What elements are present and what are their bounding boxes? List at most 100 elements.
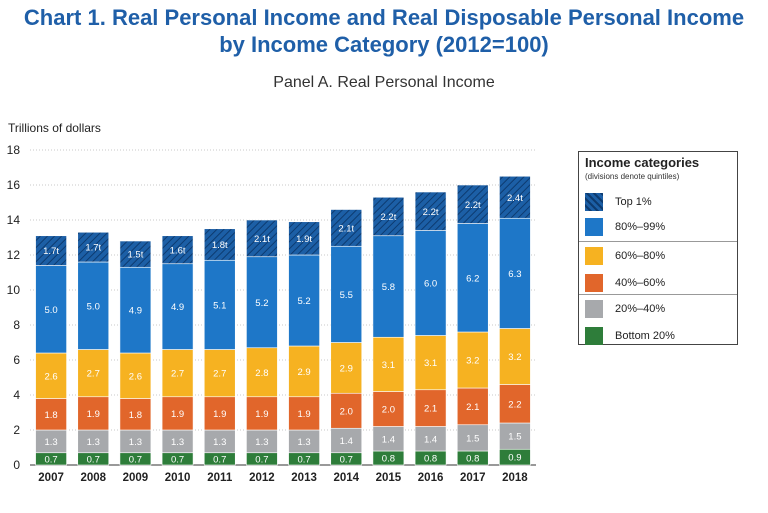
bar-segment bbox=[119, 398, 152, 431]
bar-segment bbox=[161, 235, 194, 265]
bar-segment bbox=[161, 396, 194, 431]
bar-value-label: 1.5 bbox=[508, 432, 521, 443]
bar-value-label: 1.3 bbox=[44, 437, 57, 448]
y-tick-label: 10 bbox=[7, 283, 21, 297]
x-tick-label: 2010 bbox=[165, 472, 191, 484]
bar-value-label: 1.8t bbox=[212, 240, 228, 251]
bar-segment bbox=[414, 335, 447, 391]
bar-value-label: 2.1 bbox=[424, 404, 437, 415]
legend-title: Income categories bbox=[585, 155, 700, 170]
bar-value-label: 3.2 bbox=[466, 356, 479, 367]
bar-value-label: 4.9 bbox=[171, 302, 184, 313]
bar-segment bbox=[35, 352, 67, 399]
bar-segment bbox=[499, 217, 531, 329]
bar-segment bbox=[288, 221, 320, 256]
bar-value-label: 2.8 bbox=[255, 368, 268, 379]
y-axis-label: Trillions of dollars bbox=[8, 121, 101, 135]
bar-value-label: 1.9 bbox=[171, 409, 184, 420]
bar-segment bbox=[499, 384, 531, 424]
bar-value-label: 3.1 bbox=[382, 360, 395, 371]
bar-value-label: 2.6 bbox=[44, 371, 57, 382]
bar-value-label: 5.0 bbox=[87, 301, 100, 312]
bar-value-label: 6.2 bbox=[466, 273, 479, 284]
bar-value-label: 3.1 bbox=[424, 358, 437, 369]
bar-segment bbox=[203, 259, 236, 350]
bar-segment bbox=[119, 240, 152, 268]
bar-value-label: 1.4 bbox=[340, 436, 353, 447]
bar-segment bbox=[330, 209, 363, 247]
bar-segment bbox=[77, 231, 110, 263]
bar-value-label: 1.6t bbox=[170, 245, 186, 256]
chart-title-line1: Chart 1. Real Personal Income and Real D… bbox=[23, 5, 745, 30]
bar-segment bbox=[499, 175, 531, 219]
bar-value-label: 1.9t bbox=[296, 234, 312, 245]
bar-value-label: 0.7 bbox=[255, 454, 268, 465]
bar-segment bbox=[77, 349, 110, 398]
bar-value-label: 0.8 bbox=[424, 454, 437, 465]
y-tick-label: 0 bbox=[13, 458, 20, 472]
bar-value-label: 0.7 bbox=[340, 454, 353, 465]
y-tick-label: 4 bbox=[13, 388, 20, 402]
y-tick-label: 12 bbox=[7, 248, 21, 262]
bar-segment bbox=[119, 352, 152, 399]
x-tick-label: 2015 bbox=[376, 472, 402, 484]
bar-value-label: 0.7 bbox=[213, 454, 226, 465]
bar-segment bbox=[203, 228, 236, 261]
bar-value-label: 1.3 bbox=[129, 437, 142, 448]
bar-value-label: 4.9 bbox=[129, 306, 142, 317]
legend-item: 40%–60% bbox=[585, 274, 733, 292]
bar-value-label: 1.7t bbox=[43, 246, 59, 257]
bar-segment bbox=[119, 266, 152, 354]
bar-value-label: 0.9 bbox=[508, 453, 521, 464]
bar-segment bbox=[288, 254, 320, 347]
bar-segment bbox=[246, 396, 278, 431]
bar-segment bbox=[499, 422, 531, 450]
bar-value-label: 2.7 bbox=[213, 369, 226, 380]
bar-segment bbox=[77, 396, 110, 431]
bar-value-label: 1.3 bbox=[255, 437, 268, 448]
bar-value-label: 2.2t bbox=[423, 207, 439, 218]
bar-segment bbox=[246, 347, 278, 398]
bar-segment bbox=[35, 398, 67, 431]
bar-value-label: 1.9 bbox=[255, 409, 268, 420]
legend-swatch bbox=[585, 218, 603, 236]
legend-label: Bottom 20% bbox=[615, 330, 675, 342]
bar-value-label: 1.5 bbox=[466, 433, 479, 444]
bar-segment bbox=[456, 387, 489, 426]
bar-value-label: 2.1t bbox=[254, 234, 270, 245]
y-tick-label: 6 bbox=[13, 353, 20, 367]
x-tick-label: 2012 bbox=[249, 472, 275, 484]
bar-value-label: 2.1 bbox=[466, 402, 479, 413]
legend-divider bbox=[579, 294, 737, 295]
legend-note: (divisions denote quintiles) bbox=[585, 172, 680, 181]
legend-item: Bottom 20% bbox=[585, 327, 733, 345]
x-tick-label: 2018 bbox=[502, 472, 528, 484]
bar-value-label: 2.2t bbox=[380, 212, 396, 223]
bar-value-label: 1.9 bbox=[213, 409, 226, 420]
bar-value-label: 1.7t bbox=[85, 243, 101, 254]
bar-value-label: 2.7 bbox=[171, 369, 184, 380]
x-tick-label: 2008 bbox=[80, 472, 106, 484]
legend-item: 80%–99% bbox=[585, 218, 733, 236]
bar-value-label: 1.3 bbox=[213, 437, 226, 448]
bar-value-label: 2.0 bbox=[340, 406, 353, 417]
bar-segment bbox=[203, 349, 236, 398]
bar-value-label: 6.0 bbox=[424, 279, 437, 290]
bar-value-label: 2.1t bbox=[338, 223, 354, 234]
bar-value-label: 0.7 bbox=[297, 454, 310, 465]
x-tick-label: 2013 bbox=[291, 472, 317, 484]
bar-value-label: 5.0 bbox=[44, 305, 57, 316]
bar-value-label: 2.9 bbox=[297, 367, 310, 378]
bar-segment bbox=[372, 196, 405, 237]
bar-value-label: 2.6 bbox=[129, 371, 142, 382]
bar-value-label: 1.9 bbox=[297, 409, 310, 420]
bar-segment bbox=[372, 426, 405, 452]
x-tick-label: 2016 bbox=[418, 472, 444, 484]
bar-value-label: 1.8 bbox=[44, 410, 57, 421]
y-tick-label: 14 bbox=[7, 213, 21, 227]
legend-label: 40%–60% bbox=[615, 277, 666, 289]
bar-value-label: 1.9 bbox=[87, 409, 100, 420]
bar-value-label: 2.0 bbox=[382, 405, 395, 416]
bar-segment bbox=[288, 345, 320, 398]
